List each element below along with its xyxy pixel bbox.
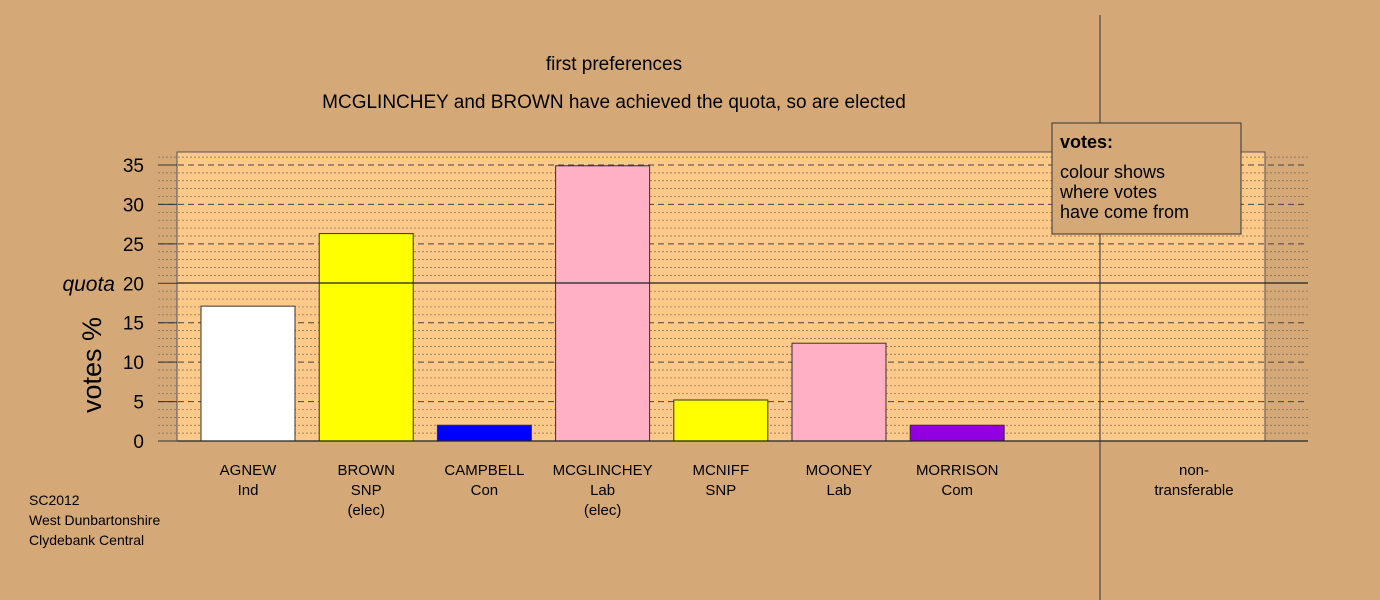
- x-label-mcniff-1: SNP: [705, 482, 736, 499]
- x-label-mooney-1: Lab: [826, 482, 851, 499]
- y-tick-label: 30: [123, 195, 144, 216]
- footer-line-2: West Dunbartonshire: [29, 512, 161, 528]
- x-labels: AGNEW Ind BROWN SNP (elec) CAMPBELL Con MCGLINC…: [220, 462, 999, 519]
- x-label-morrison-0: MORRISON: [916, 462, 999, 479]
- chart-subtitle: MCGLINCHEY and BROWN have achieved the q…: [322, 92, 906, 113]
- bar-mcniff: [673, 399, 769, 442]
- y-tick-label: 15: [123, 314, 144, 335]
- bars: [200, 165, 1005, 442]
- x-label-brown-2: (elec): [347, 502, 385, 519]
- bar-campbell: [436, 424, 532, 442]
- bar-morrison: [909, 424, 1005, 442]
- y-tick-label: 5: [133, 393, 144, 414]
- bar-mcglinchey: [555, 165, 651, 442]
- x-label-brown-0: BROWN: [337, 462, 395, 479]
- x-label-campbell-0: CAMPBELL: [444, 462, 524, 479]
- y-tick-label: 25: [123, 235, 144, 256]
- footer-line-1: SC2012: [29, 492, 80, 508]
- y-tick-label: 20: [123, 274, 144, 295]
- x-label-morrison-1: Com: [941, 482, 973, 499]
- nontransferable-label: non- transferable: [1154, 462, 1233, 499]
- x-label-mcniff-0: MCNIFF: [692, 462, 749, 479]
- bar-mooney: [791, 342, 887, 442]
- y-axis-label: votes %: [77, 317, 107, 413]
- legend-title: votes:: [1060, 132, 1113, 152]
- x-label-mcglinchey-1: Lab: [590, 482, 615, 499]
- y-tick-label: 0: [133, 432, 144, 453]
- y-tick-label: 10: [123, 353, 144, 374]
- nontransferable-label-line2: transferable: [1154, 482, 1233, 499]
- legend: votes: colour shows where votes have com…: [1051, 122, 1242, 235]
- x-label-campbell-1: Con: [471, 482, 499, 499]
- x-label-mcglinchey-0: MCGLINCHEY: [553, 462, 653, 479]
- y-ticks: 0 5 10 15 20 25 30 35: [123, 156, 177, 453]
- nontransferable-label-line1: non-: [1179, 462, 1209, 479]
- legend-line-2: where votes: [1059, 182, 1157, 202]
- bar-agnew: [200, 305, 296, 442]
- footer-line-3: Clydebank Central: [29, 532, 145, 548]
- y-tick-label: 35: [123, 156, 144, 177]
- x-label-mooney-0: MOONEY: [806, 462, 873, 479]
- legend-box: [1051, 122, 1242, 235]
- bar-brown: [318, 233, 414, 442]
- quota-label: quota: [62, 273, 115, 296]
- footer: SC2012 West Dunbartonshire Clydebank Cen…: [29, 490, 160, 550]
- legend-line-1: colour shows: [1060, 162, 1165, 182]
- x-label-mcglinchey-2: (elec): [584, 502, 622, 519]
- x-label-brown-1: SNP: [351, 482, 382, 499]
- chart-title: first preferences: [546, 54, 682, 75]
- x-label-agnew-0: AGNEW: [220, 462, 278, 479]
- legend-line-3: have come from: [1060, 202, 1189, 222]
- x-label-agnew-1: Ind: [238, 482, 259, 499]
